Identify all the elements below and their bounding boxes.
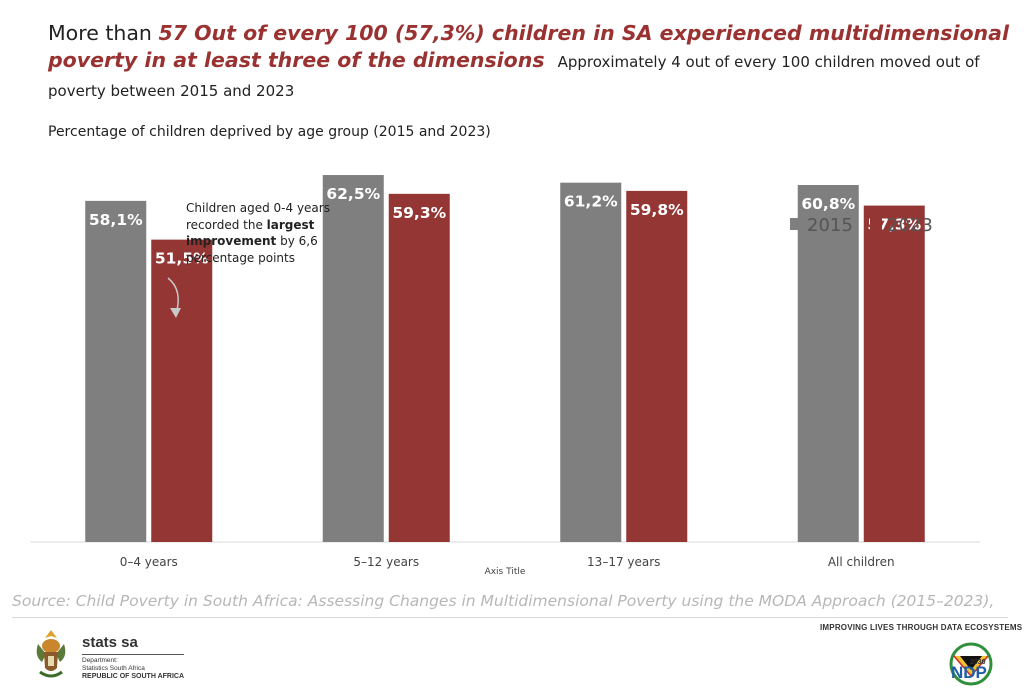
x-tick-label-3: All children [828, 555, 895, 569]
data-label-2015-2: 61,2% [564, 193, 618, 211]
coat-of-arms-icon [36, 630, 66, 678]
bar-2023-0 [151, 239, 213, 542]
ndp-wordmark: NDP [951, 663, 987, 682]
legend-label-2023: 2023 [887, 215, 933, 236]
data-label-2015-3: 60,8% [801, 195, 855, 213]
brand-divider [82, 654, 184, 655]
data-label-2015-1: 62,5% [326, 185, 380, 203]
headline-highlight: 57 Out of every 100 (57,3%) children in … [48, 21, 1010, 72]
annotation-text: Children aged 0-4 years recorded the lar… [186, 200, 336, 266]
annotation-bold: largest improvement [186, 217, 315, 249]
source-note: Source: Child Poverty in South Africa: A… [12, 592, 995, 610]
bar-chart: 58,1% 51,5% 0–4 years 62,5% 59,3% 5–12 years 6… [30, 175, 980, 577]
data-label-2023-0: 51,5% [155, 250, 209, 268]
x-tick-label-0: 0–4 years [120, 555, 178, 569]
dept-line-2: Statistics South Africa [82, 665, 145, 672]
bar-2015-3 [797, 185, 859, 542]
brand-name: stats sa [82, 634, 138, 651]
annotation-pre: Children aged 0-4 years recorded the [186, 201, 330, 232]
x-tick-label-2: 13–17 years [587, 555, 660, 569]
x-tick-label-1: 5–12 years [353, 555, 419, 569]
legend-swatch-2015 [790, 218, 802, 230]
annotation-arrowhead [170, 308, 181, 318]
tagline: IMPROVING LIVES THROUGH DATA ECOSYSTEMS [820, 623, 1023, 632]
bar-2015-1 [322, 175, 384, 543]
headline-prefix: More than [48, 21, 159, 45]
footer-divider [12, 617, 1008, 618]
ndp-year: 2030 [970, 659, 986, 666]
annotation-post: by 6,6 percentage points [186, 234, 318, 265]
bar-2023-1 [388, 193, 450, 542]
bar-2015-2 [560, 182, 622, 542]
headline: More than 57 Out of every 100 (57,3%) ch… [48, 20, 1013, 105]
dept-line-1: Department: [82, 657, 118, 664]
data-label-2023-1: 59,3% [392, 204, 446, 222]
x-axis-title: Axis Title [485, 567, 526, 577]
chart-subtitle: Percentage of children deprived by age g… [48, 124, 491, 140]
data-label-2023-2: 59,8% [630, 201, 684, 219]
headline-sub: Approximately 4 out of every 100 childre… [48, 53, 980, 100]
bar-2023-3 [863, 205, 925, 542]
ndp-logo-icon [949, 642, 993, 686]
legend-swatch-2023 [870, 218, 882, 230]
bar-2015-0 [85, 200, 147, 542]
dept-line-3: REPUBLIC OF SOUTH AFRICA [82, 673, 185, 680]
legend-label-2015: 2015 [807, 215, 853, 236]
bar-2023-2 [626, 190, 688, 543]
department-block: Department: Statistics South Africa REPU… [82, 657, 184, 681]
data-label-2015-0: 58,1% [89, 211, 143, 229]
